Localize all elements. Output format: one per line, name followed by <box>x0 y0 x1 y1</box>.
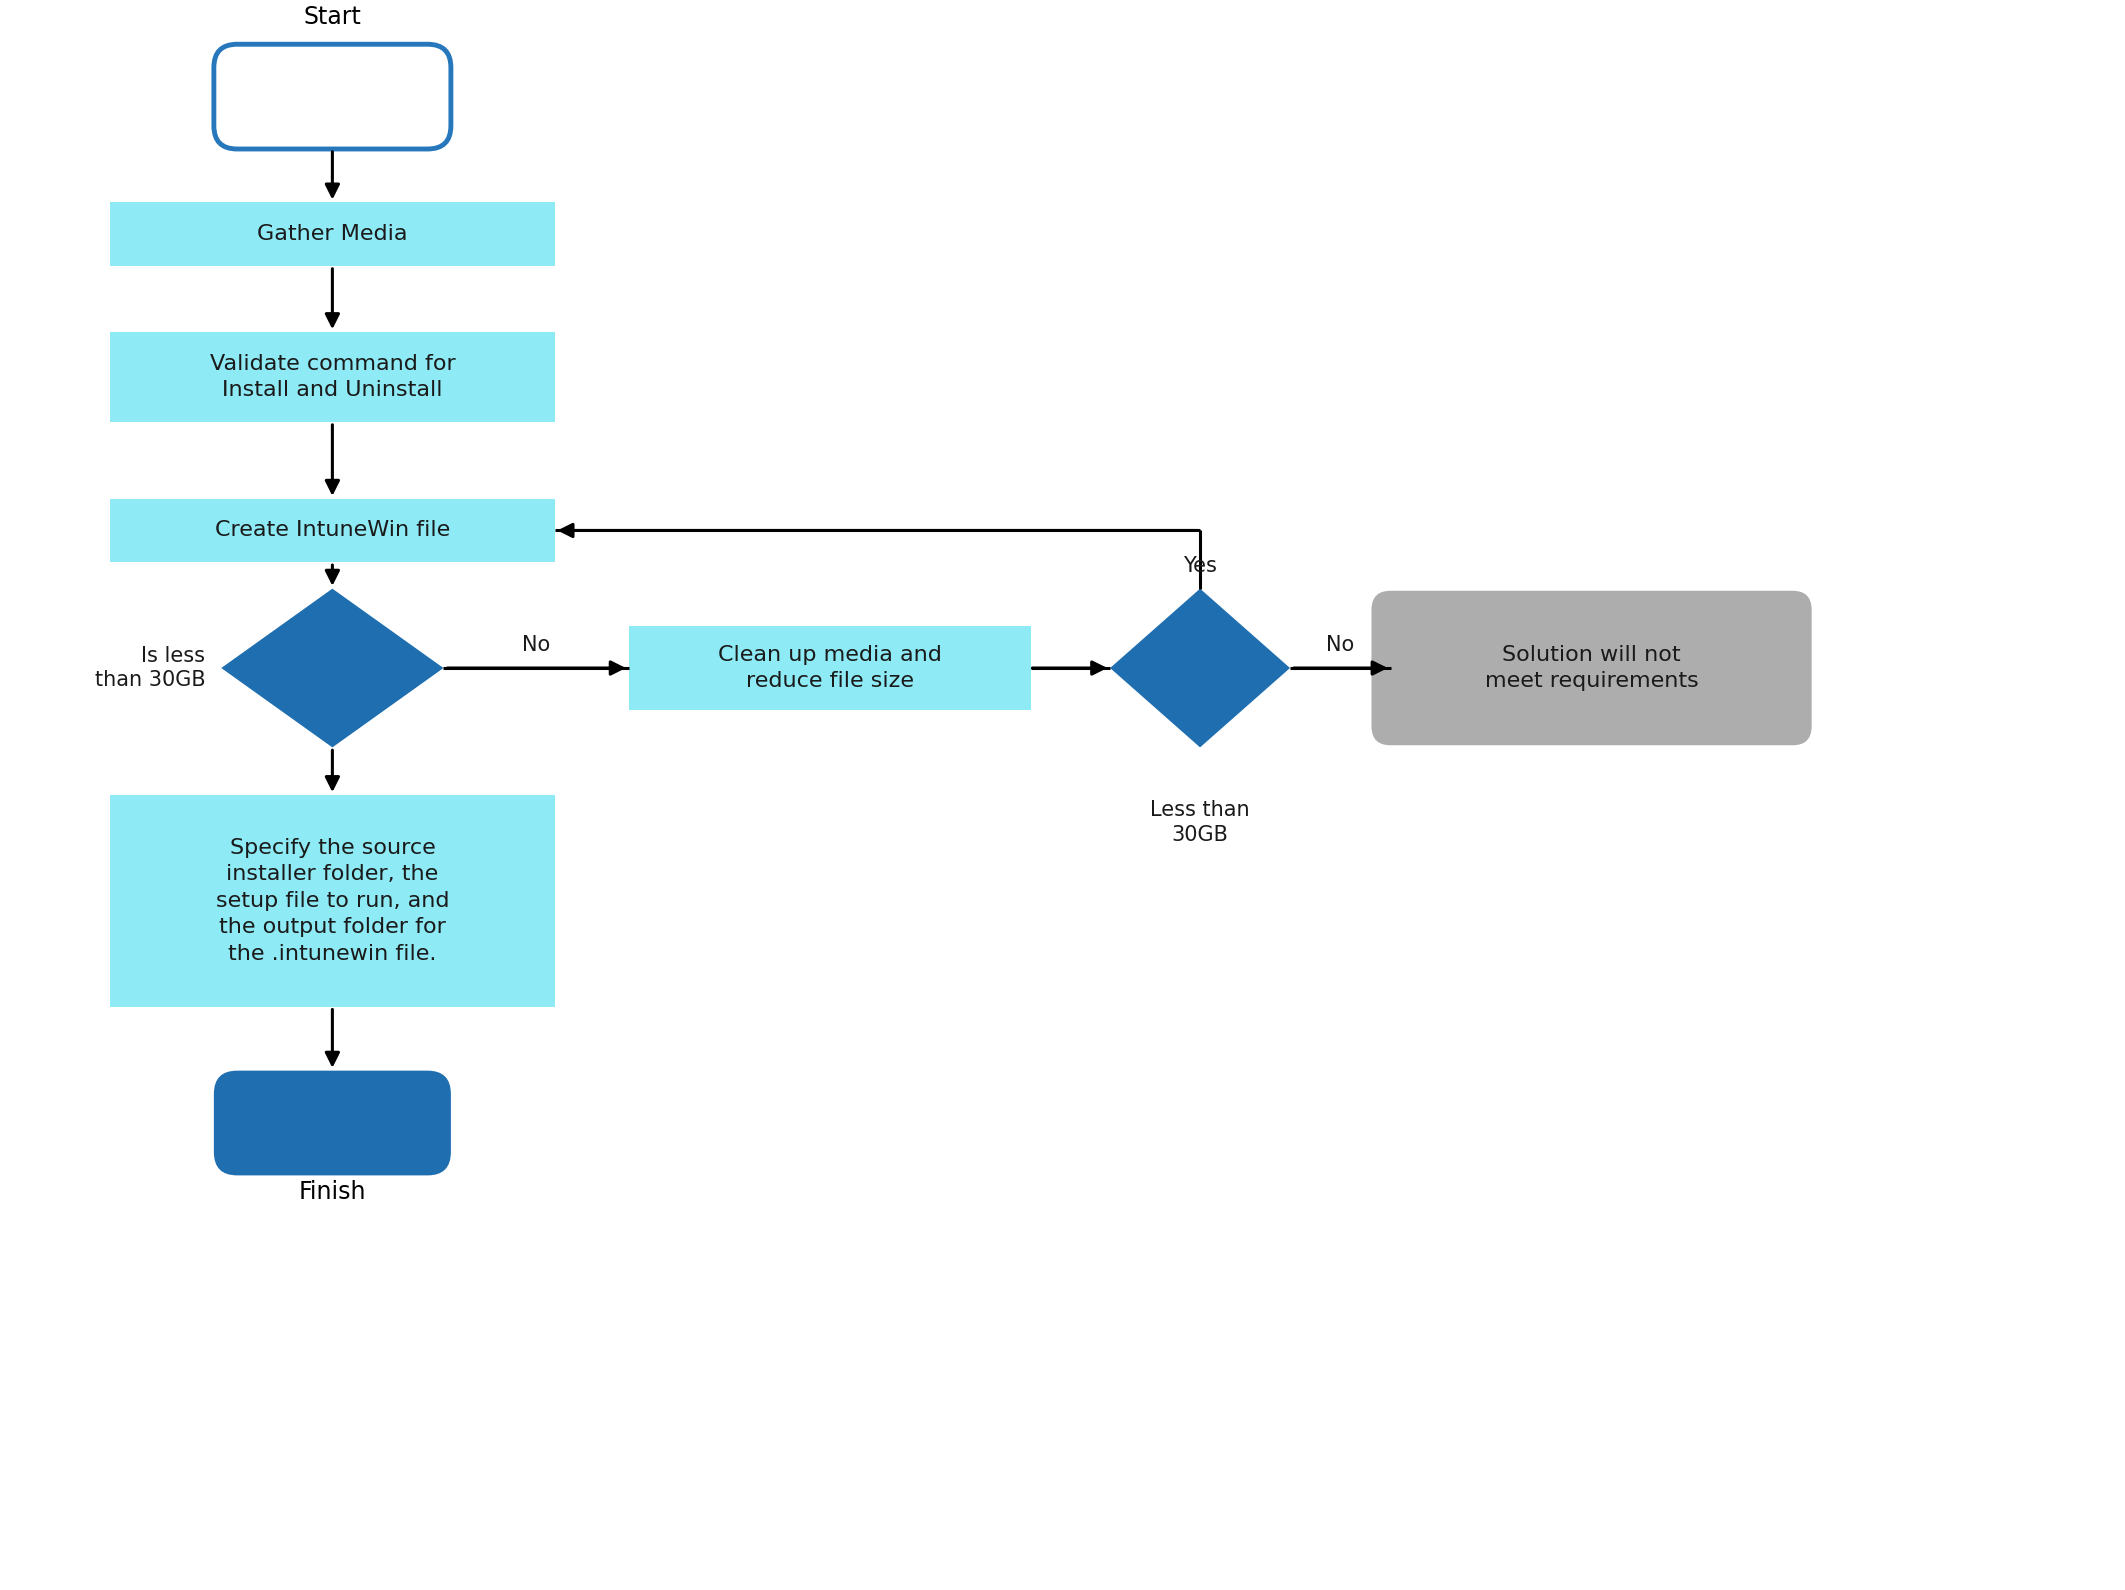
Text: No: No <box>1326 636 1354 655</box>
Text: Finish: Finish <box>300 1180 365 1204</box>
Bar <box>110 332 555 421</box>
Text: Start: Start <box>304 5 361 29</box>
Bar <box>110 202 555 266</box>
Bar <box>110 499 555 563</box>
Polygon shape <box>1109 588 1290 747</box>
Text: Validate command for
Install and Uninstall: Validate command for Install and Uninsta… <box>210 355 455 401</box>
FancyBboxPatch shape <box>215 1070 450 1175</box>
Text: No: No <box>523 636 550 655</box>
Text: Gather Media: Gather Media <box>257 224 408 245</box>
Polygon shape <box>221 588 444 747</box>
Text: Solution will not
meet requirements: Solution will not meet requirements <box>1485 646 1698 692</box>
FancyBboxPatch shape <box>1371 591 1813 746</box>
FancyBboxPatch shape <box>215 45 450 149</box>
Text: Create IntuneWin file: Create IntuneWin file <box>215 520 450 541</box>
Bar <box>110 795 555 1006</box>
Text: Is less
than 30GB: Is less than 30GB <box>96 647 206 690</box>
Text: Clean up media and
reduce file size: Clean up media and reduce file size <box>718 646 941 692</box>
Text: Yes: Yes <box>1184 556 1218 576</box>
Bar <box>629 626 1031 711</box>
Text: Less than
30GB: Less than 30GB <box>1150 800 1249 846</box>
Text: Specify the source
installer folder, the
setup file to run, and
the output folde: Specify the source installer folder, the… <box>215 838 448 964</box>
